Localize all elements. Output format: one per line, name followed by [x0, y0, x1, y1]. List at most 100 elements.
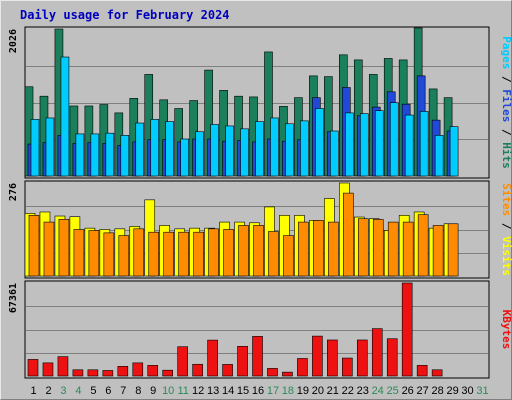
bar-sites-day-11 — [178, 231, 189, 277]
y-max-label: 2026 — [8, 29, 19, 53]
day-label-18: 18 — [282, 385, 294, 397]
day-label-11: 11 — [177, 385, 188, 397]
day-label-9: 9 — [150, 385, 156, 397]
bar-sites-day-27 — [417, 214, 429, 277]
bar-kbytes-day-12 — [192, 363, 203, 377]
bar-pages-day-22 — [345, 112, 354, 177]
day-label-28: 28 — [431, 385, 443, 397]
day-label-3: 3 — [60, 385, 66, 397]
day-label-2: 2 — [45, 385, 51, 397]
day-label-23: 23 — [357, 385, 369, 397]
series-legend: KBytes — [500, 310, 512, 350]
bar-kbytes-day-22 — [342, 357, 353, 377]
chart-title: Daily usage for February 2024 — [20, 8, 230, 22]
legend-separator: / — [500, 122, 512, 142]
bar-pages-day-8 — [135, 122, 145, 177]
legend-pages: Pages — [500, 36, 512, 69]
bar-pages-day-20 — [315, 108, 324, 177]
bar-sites-day-5 — [88, 230, 100, 277]
bar-kbytes-day-21 — [327, 339, 338, 377]
day-label-10: 10 — [162, 385, 174, 397]
legend-kbytes: KBytes — [500, 310, 512, 350]
bar-kbytes-day-13 — [207, 339, 218, 377]
bar-pages-day-2 — [45, 117, 55, 177]
bar-sites-day-4 — [73, 229, 85, 277]
panel-1: 2026 Pages / Files / Hits — [8, 26, 512, 179]
bar-sites-day-26 — [402, 221, 414, 277]
bar-pages-day-26 — [404, 114, 414, 177]
bar-pages-day-27 — [419, 111, 429, 177]
day-label-5: 5 — [90, 385, 96, 397]
bar-sites-day-28 — [432, 225, 444, 277]
bar-kbytes-day-28 — [431, 369, 443, 377]
bar-sites-day-3 — [58, 219, 70, 277]
day-label-17: 17 — [267, 385, 279, 397]
bar-sites-day-9 — [148, 231, 160, 277]
legend-files: Files — [500, 89, 512, 122]
bar-kbytes-day-25 — [386, 338, 398, 377]
bar-kbytes-day-8 — [132, 362, 144, 377]
day-label-31: 31 — [476, 385, 488, 397]
legend-separator: / — [500, 216, 512, 236]
day-label-29: 29 — [446, 385, 458, 397]
bar-kbytes-day-1 — [27, 359, 39, 377]
bar-sites-day-13 — [208, 228, 219, 277]
day-label-30: 30 — [461, 385, 473, 397]
day-label-6: 6 — [105, 385, 111, 397]
bar-pages-day-28 — [434, 135, 444, 177]
day-label-25: 25 — [387, 385, 399, 397]
bar-kbytes-day-17 — [267, 368, 278, 377]
bar-pages-day-9 — [150, 119, 160, 177]
bar-sites-day-22 — [343, 192, 354, 277]
bar-kbytes-day-5 — [87, 369, 99, 377]
bar-sites-day-2 — [43, 221, 55, 277]
series-legend: Sites / Visits — [500, 183, 512, 276]
day-label-20: 20 — [312, 385, 324, 397]
bar-pages-day-10 — [165, 121, 175, 177]
bar-pages-day-23 — [359, 113, 369, 177]
day-label-14: 14 — [222, 385, 234, 397]
bar-sites-day-19 — [298, 221, 309, 277]
bar-kbytes-day-2 — [42, 362, 54, 377]
legend-visits: Visits — [500, 236, 512, 276]
bar-kbytes-day-19 — [297, 358, 308, 377]
panel-2: 276 Sites / Visits — [8, 180, 512, 279]
bar-sites-day-29 — [447, 223, 459, 277]
bar-pages-day-4 — [75, 133, 85, 177]
bar-pages-day-5 — [90, 133, 100, 177]
bar-sites-day-25 — [387, 221, 399, 277]
day-label-24: 24 — [372, 385, 384, 397]
bar-kbytes-day-23 — [356, 339, 368, 377]
bar-pages-day-19 — [300, 120, 309, 177]
bar-pages-day-15 — [240, 128, 249, 177]
bar-pages-day-1 — [30, 119, 40, 177]
bar-sites-day-17 — [268, 231, 279, 277]
day-label-8: 8 — [135, 385, 141, 397]
bar-sites-day-16 — [253, 225, 264, 277]
bar-pages-day-14 — [225, 125, 234, 177]
bar-kbytes-day-18 — [282, 371, 293, 377]
bar-kbytes-day-3 — [57, 356, 69, 377]
bar-pages-day-25 — [389, 102, 399, 177]
bar-kbytes-day-14 — [222, 364, 233, 377]
bar-sites-day-23 — [357, 218, 369, 277]
bar-sites-day-6 — [103, 232, 115, 277]
bar-kbytes-day-16 — [252, 336, 263, 377]
bar-kbytes-day-27 — [416, 365, 428, 377]
bar-pages-day-7 — [120, 135, 130, 177]
day-label-26: 26 — [402, 385, 414, 397]
bar-pages-day-13 — [210, 124, 219, 177]
bar-kbytes-day-24 — [371, 328, 383, 377]
bar-sites-day-7 — [118, 235, 130, 277]
bar-sites-day-21 — [328, 221, 339, 277]
bar-pages-day-17 — [270, 117, 279, 177]
day-label-21: 21 — [327, 385, 339, 397]
bar-pages-day-24 — [374, 110, 384, 177]
panel-3: 67361 KBytes — [8, 280, 512, 379]
bar-kbytes-day-9 — [147, 365, 159, 377]
bar-kbytes-day-20 — [312, 335, 323, 377]
day-label-1: 1 — [30, 385, 36, 397]
bar-pages-day-16 — [255, 121, 264, 177]
bar-sites-day-14 — [223, 229, 234, 277]
